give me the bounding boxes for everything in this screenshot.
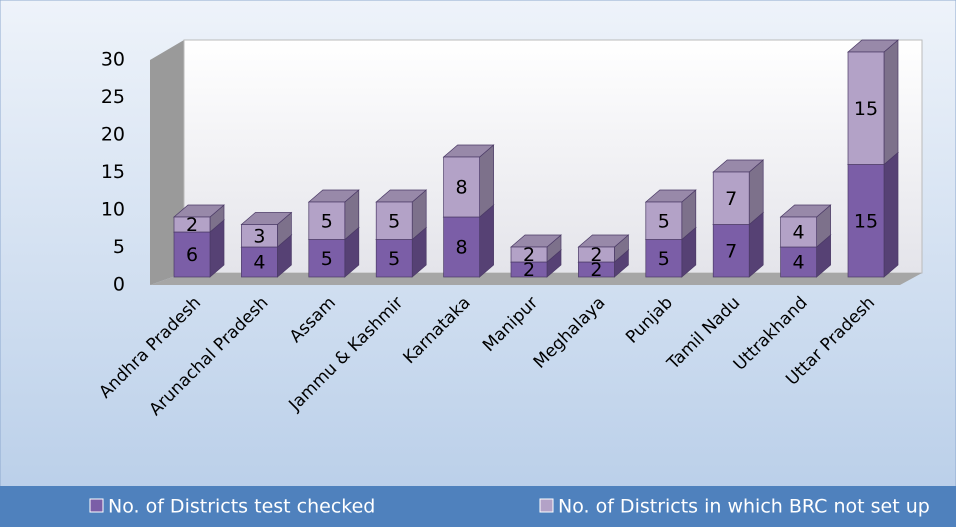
legend-swatch [539, 498, 554, 513]
data-label: 7 [725, 240, 737, 262]
data-label: 8 [456, 237, 468, 259]
bar [712, 171, 750, 225]
data-label: 5 [388, 210, 400, 232]
bar [847, 51, 885, 165]
y-tick-label: 30 [101, 49, 125, 71]
y-tick-label: 10 [101, 199, 125, 221]
bar [645, 239, 683, 278]
y-tick-label: 5 [113, 236, 125, 258]
y-tick-label: 0 [113, 274, 125, 296]
data-label: 5 [321, 248, 333, 270]
data-label: 4 [253, 252, 265, 274]
bar [241, 224, 278, 248]
y-tick-label: 25 [101, 86, 125, 108]
bar [780, 246, 817, 278]
bar [308, 201, 346, 240]
data-label: 2 [186, 214, 198, 236]
bar-side [479, 144, 494, 218]
data-label: 7 [725, 188, 737, 210]
legend-swatch [89, 498, 104, 513]
y-tick-label: 20 [101, 124, 125, 146]
bar [578, 246, 615, 263]
bar [241, 246, 278, 278]
bar [645, 201, 683, 240]
bar [780, 216, 817, 248]
bar-side [883, 39, 899, 166]
bar-side [883, 151, 899, 278]
data-label: 5 [658, 248, 670, 270]
data-label: 3 [253, 225, 265, 247]
data-label: 6 [186, 244, 198, 266]
bar [375, 201, 413, 240]
bar [443, 156, 480, 218]
data-label: 2 [590, 244, 602, 266]
y-tick-label: 15 [101, 161, 125, 183]
bar [847, 164, 885, 278]
data-label: 5 [321, 210, 333, 232]
data-label: 5 [388, 248, 400, 270]
data-label: 5 [658, 210, 670, 232]
bar-side [479, 204, 494, 278]
data-label: 4 [793, 222, 805, 244]
data-label: 8 [456, 177, 468, 199]
bar [443, 216, 480, 278]
data-label: 2 [523, 244, 535, 266]
data-label: 2 [590, 259, 602, 281]
legend-band [0, 486, 956, 527]
bar [173, 216, 211, 233]
data-label: 4 [793, 252, 805, 274]
data-label: 15 [854, 210, 878, 232]
bar [510, 246, 548, 263]
data-label: 15 [854, 98, 878, 120]
legend-label: No. of Districts in which BRC not set up [558, 496, 930, 518]
legend-label: No. of Districts test checked [108, 496, 375, 518]
bar [375, 239, 413, 278]
bar [308, 239, 346, 278]
data-label: 2 [523, 259, 535, 281]
